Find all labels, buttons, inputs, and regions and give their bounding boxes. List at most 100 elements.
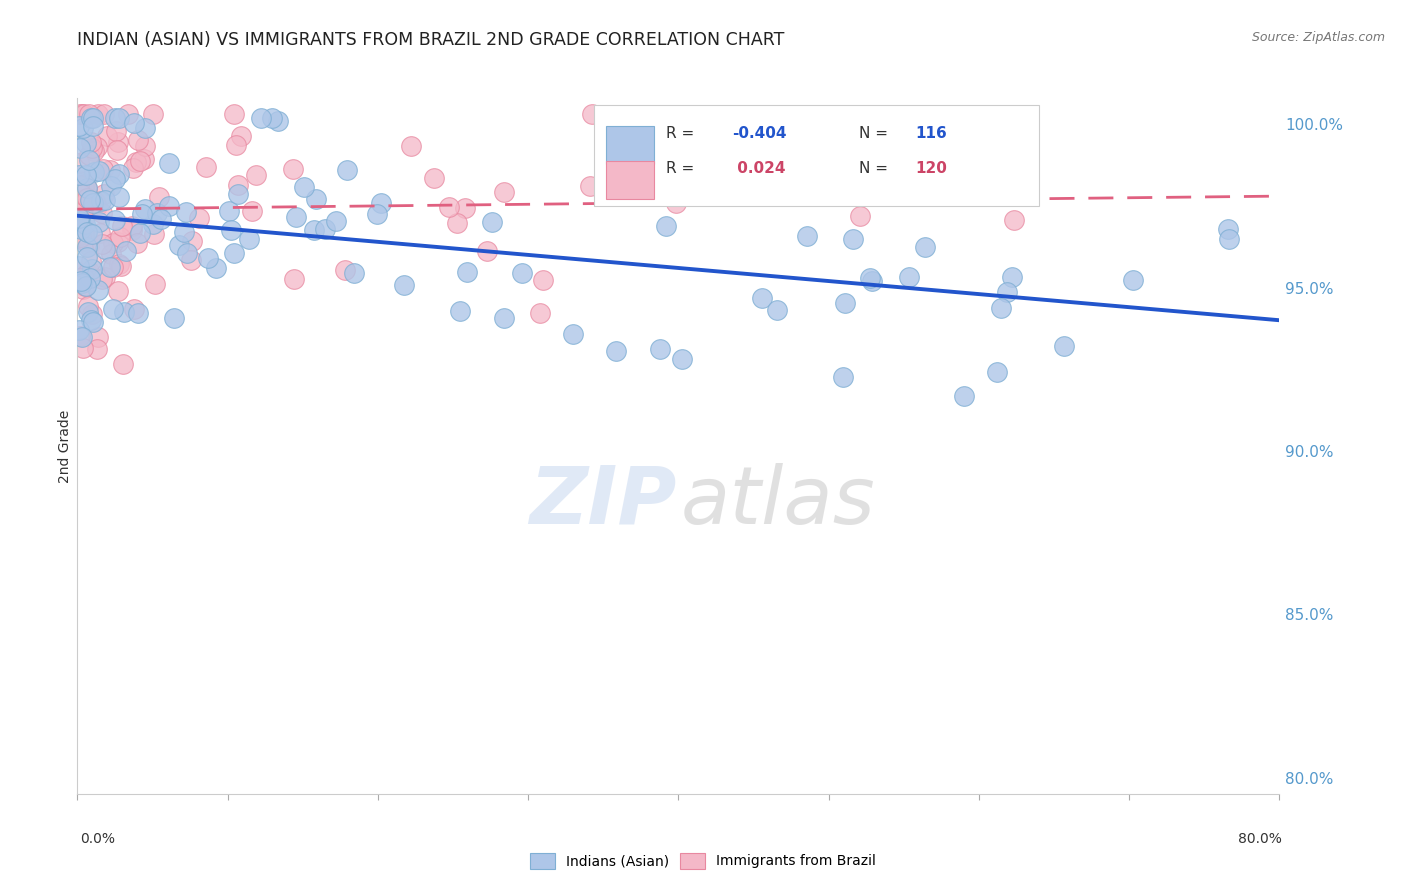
Point xyxy=(751,291,773,305)
Point xyxy=(163,311,186,326)
Point xyxy=(70,107,93,121)
Point xyxy=(194,160,217,174)
Point xyxy=(101,301,124,316)
Point xyxy=(240,203,263,218)
Point xyxy=(180,234,202,248)
Point xyxy=(90,194,112,208)
Point xyxy=(260,111,283,125)
Text: 116: 116 xyxy=(915,126,948,141)
Point xyxy=(70,274,93,288)
Point xyxy=(174,204,197,219)
Point xyxy=(117,107,139,121)
Point xyxy=(72,275,94,289)
Point xyxy=(225,137,247,152)
Point xyxy=(370,196,392,211)
Point xyxy=(82,315,104,329)
Point xyxy=(67,217,90,231)
Point xyxy=(157,156,180,170)
Point xyxy=(73,234,96,248)
Point xyxy=(67,187,90,202)
Point xyxy=(73,271,96,285)
Point xyxy=(67,199,90,213)
Point xyxy=(879,175,901,189)
Point xyxy=(986,365,1008,379)
Point xyxy=(226,186,249,201)
Point xyxy=(122,302,145,317)
Point xyxy=(77,304,100,318)
Point xyxy=(285,210,308,224)
Point xyxy=(146,206,169,220)
Point xyxy=(1216,221,1239,235)
Point xyxy=(75,278,97,293)
Point xyxy=(283,161,305,176)
Point xyxy=(148,190,170,204)
Point xyxy=(169,238,191,252)
Point xyxy=(83,144,105,158)
Point xyxy=(67,120,90,134)
Point xyxy=(366,207,388,221)
Point xyxy=(82,261,104,276)
Point xyxy=(73,178,96,193)
Point xyxy=(494,310,516,325)
Point xyxy=(477,244,499,259)
Point xyxy=(82,227,104,242)
Point xyxy=(392,278,415,293)
Point xyxy=(110,259,132,273)
Point xyxy=(83,165,105,179)
Point xyxy=(69,187,91,202)
Point xyxy=(112,358,135,372)
Point xyxy=(77,263,100,277)
Point xyxy=(73,279,96,293)
Point xyxy=(859,270,882,285)
Point xyxy=(80,312,103,326)
Point xyxy=(1001,270,1024,285)
Point xyxy=(561,327,583,342)
Point xyxy=(134,153,156,167)
Point xyxy=(87,107,110,121)
Point xyxy=(79,194,101,208)
Y-axis label: 2nd Grade: 2nd Grade xyxy=(58,409,72,483)
Point xyxy=(125,236,148,251)
Point xyxy=(73,227,96,242)
Point xyxy=(605,343,627,358)
Text: INDIAN (ASIAN) VS IMMIGRANTS FROM BRAZIL 2ND GRADE CORRELATION CHART: INDIAN (ASIAN) VS IMMIGRANTS FROM BRAZIL… xyxy=(77,31,785,49)
Point xyxy=(108,111,131,125)
Point xyxy=(82,307,104,321)
Point xyxy=(343,266,366,280)
FancyBboxPatch shape xyxy=(606,161,654,199)
Point xyxy=(76,299,98,313)
Text: 120: 120 xyxy=(915,161,948,176)
Text: 0.0%: 0.0% xyxy=(80,832,115,846)
Point xyxy=(305,193,328,207)
Point xyxy=(94,193,117,207)
Point xyxy=(112,305,135,319)
Point xyxy=(70,276,93,290)
Point xyxy=(107,235,129,250)
Point xyxy=(72,201,94,215)
Point xyxy=(494,185,516,199)
Point xyxy=(510,266,533,280)
Point xyxy=(73,107,96,121)
Text: ZIP: ZIP xyxy=(529,463,676,541)
Point xyxy=(69,228,91,243)
Point xyxy=(127,133,149,147)
Point xyxy=(423,171,446,186)
Text: N =: N = xyxy=(859,161,887,176)
Text: R =: R = xyxy=(666,126,695,141)
Point xyxy=(834,296,856,310)
Point xyxy=(122,161,145,175)
Point xyxy=(219,223,242,237)
Point xyxy=(581,107,603,121)
Point xyxy=(87,163,110,178)
Point xyxy=(93,270,115,285)
Point xyxy=(121,223,143,237)
Point xyxy=(69,174,91,188)
Point xyxy=(84,194,107,209)
Point xyxy=(96,129,118,144)
Point xyxy=(579,178,602,193)
Point xyxy=(104,171,127,186)
Point xyxy=(101,235,124,250)
Point xyxy=(333,263,356,277)
Text: Source: ZipAtlas.com: Source: ZipAtlas.com xyxy=(1251,31,1385,45)
Point xyxy=(107,135,129,149)
